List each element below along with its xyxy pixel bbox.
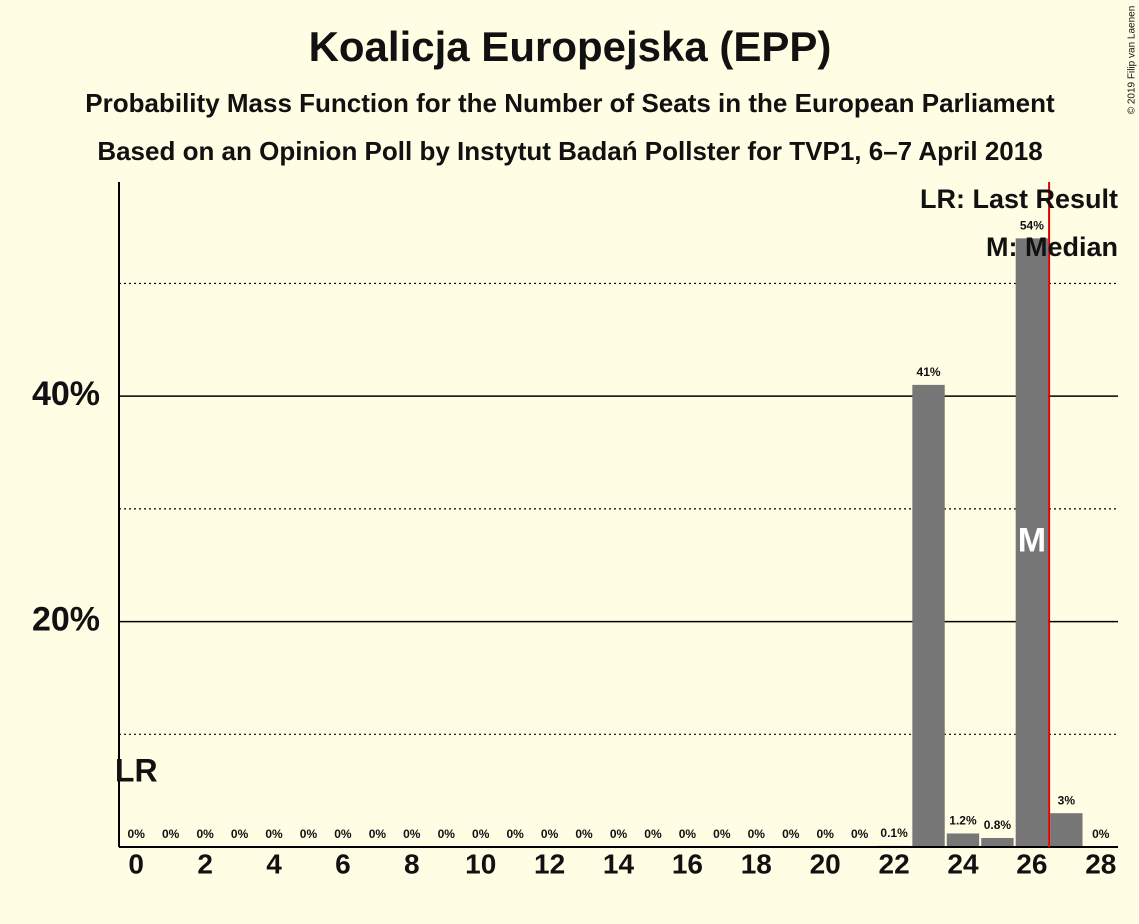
chart-subtitle: Based on an Opinion Poll by Instytut Bad…	[97, 136, 1042, 166]
value-label: 0%	[541, 827, 559, 841]
value-label: 0%	[575, 827, 593, 841]
x-tick-label: 10	[465, 848, 496, 879]
x-tick-label: 26	[1016, 848, 1047, 879]
value-label: 0%	[369, 827, 387, 841]
x-tick-label: 20	[810, 848, 841, 879]
chart-subtitle: Probability Mass Function for the Number…	[85, 88, 1055, 118]
value-label: 0%	[610, 827, 628, 841]
x-tick-label: 6	[335, 848, 351, 879]
value-label: 0%	[231, 827, 249, 841]
value-label: 0.8%	[984, 818, 1012, 832]
value-label: 0%	[265, 827, 283, 841]
bar	[1050, 813, 1083, 847]
value-label: 0%	[506, 827, 524, 841]
value-label: 0%	[196, 827, 214, 841]
value-label: 0%	[472, 827, 490, 841]
value-label: 0%	[644, 827, 662, 841]
x-tick-label: 12	[534, 848, 565, 879]
x-tick-label: 14	[603, 848, 635, 879]
chart-title: Koalicja Europejska (EPP)	[309, 23, 832, 70]
median-label: M	[1018, 522, 1046, 560]
x-tick-label: 8	[404, 848, 420, 879]
value-label: 0%	[128, 827, 146, 841]
value-label: 0%	[713, 827, 731, 841]
x-tick-label: 28	[1085, 848, 1116, 879]
y-tick-label: 40%	[32, 375, 100, 413]
y-tick-label: 20%	[32, 601, 100, 639]
value-label: 0%	[782, 827, 800, 841]
value-label: 54%	[1020, 219, 1044, 233]
value-label: 1.2%	[949, 814, 977, 828]
legend-entry: M: Median	[986, 232, 1118, 262]
x-tick-label: 24	[947, 848, 979, 879]
legend-entry: LR: Last Result	[920, 184, 1118, 214]
value-label: 41%	[917, 365, 941, 379]
x-tick-label: 16	[672, 848, 703, 879]
x-tick-label: 2	[197, 848, 213, 879]
x-tick-label: 4	[266, 848, 282, 879]
bar	[946, 833, 980, 847]
x-tick-label: 18	[741, 848, 772, 879]
bar	[912, 384, 945, 847]
value-label: 0.1%	[880, 826, 908, 840]
value-label: 3%	[1058, 793, 1076, 807]
value-label: 0%	[438, 827, 456, 841]
value-label: 0%	[162, 827, 180, 841]
value-label: 0%	[748, 827, 766, 841]
value-label: 0%	[1092, 827, 1110, 841]
value-label: 0%	[679, 827, 697, 841]
value-label: 0%	[300, 827, 318, 841]
x-tick-label: 0	[128, 848, 144, 879]
last-result-label: LR	[115, 752, 158, 788]
bar	[1015, 238, 1049, 847]
value-label: 0%	[334, 827, 352, 841]
value-label: 0%	[403, 827, 421, 841]
copyright: © 2019 Filip van Laenen	[1127, 6, 1138, 115]
x-tick-label: 22	[879, 848, 910, 879]
value-label: 0%	[851, 827, 869, 841]
value-label: 0%	[817, 827, 835, 841]
bar	[981, 837, 1014, 847]
